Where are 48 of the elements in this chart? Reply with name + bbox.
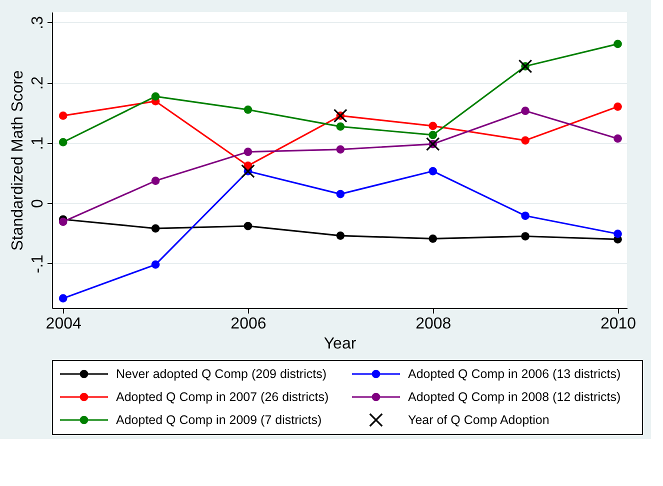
legend-label: Adopted Q Comp in 2008 (12 districts) bbox=[408, 390, 621, 404]
x-axis-title: Year bbox=[324, 336, 357, 352]
point bbox=[336, 145, 345, 154]
point bbox=[521, 212, 530, 220]
y-tick-label: .2 bbox=[30, 76, 46, 90]
point bbox=[521, 232, 530, 240]
point bbox=[428, 166, 438, 176]
x-tick-label: 2004 bbox=[46, 316, 82, 332]
point bbox=[614, 40, 622, 48]
legend-label: Year of Q Comp Adoption bbox=[408, 413, 550, 427]
x-tick-label: 2006 bbox=[230, 316, 266, 332]
point bbox=[614, 230, 622, 238]
point bbox=[426, 137, 440, 151]
legend-label: Adopted Q Comp in 2009 (7 districts) bbox=[116, 413, 322, 427]
point bbox=[151, 176, 160, 185]
point bbox=[336, 190, 345, 198]
point bbox=[151, 92, 160, 101]
point bbox=[428, 122, 438, 130]
point bbox=[151, 224, 160, 233]
point bbox=[244, 222, 252, 230]
legend-label: Adopted Q Comp in 2006 (13 districts) bbox=[408, 367, 621, 381]
y-tick-label: .3 bbox=[30, 16, 46, 30]
point bbox=[428, 130, 438, 140]
y-tick-label: 0 bbox=[30, 199, 46, 208]
point bbox=[244, 105, 252, 114]
legend-label: Never adopted Q Comp (209 districts) bbox=[116, 367, 327, 381]
point bbox=[336, 122, 345, 131]
point bbox=[58, 138, 68, 146]
point bbox=[614, 134, 622, 143]
y-tick-label: .1 bbox=[30, 136, 46, 150]
point bbox=[521, 136, 530, 145]
point bbox=[58, 294, 68, 303]
point bbox=[521, 106, 530, 116]
point bbox=[151, 260, 160, 269]
y-tick-label: -.1 bbox=[30, 254, 46, 274]
y-axis-title: Standardized Math Score bbox=[10, 70, 26, 251]
point bbox=[241, 164, 255, 178]
legend-label: Adopted Q Comp in 2007 (26 districts) bbox=[116, 390, 329, 404]
point bbox=[58, 112, 68, 120]
point bbox=[518, 59, 532, 74]
point bbox=[614, 102, 622, 111]
point bbox=[428, 234, 438, 243]
x-tick-label: 2010 bbox=[600, 316, 636, 332]
point bbox=[336, 231, 345, 240]
point bbox=[58, 218, 68, 226]
point bbox=[244, 148, 252, 156]
x-tick-label: 2008 bbox=[416, 316, 452, 332]
point bbox=[334, 108, 348, 123]
